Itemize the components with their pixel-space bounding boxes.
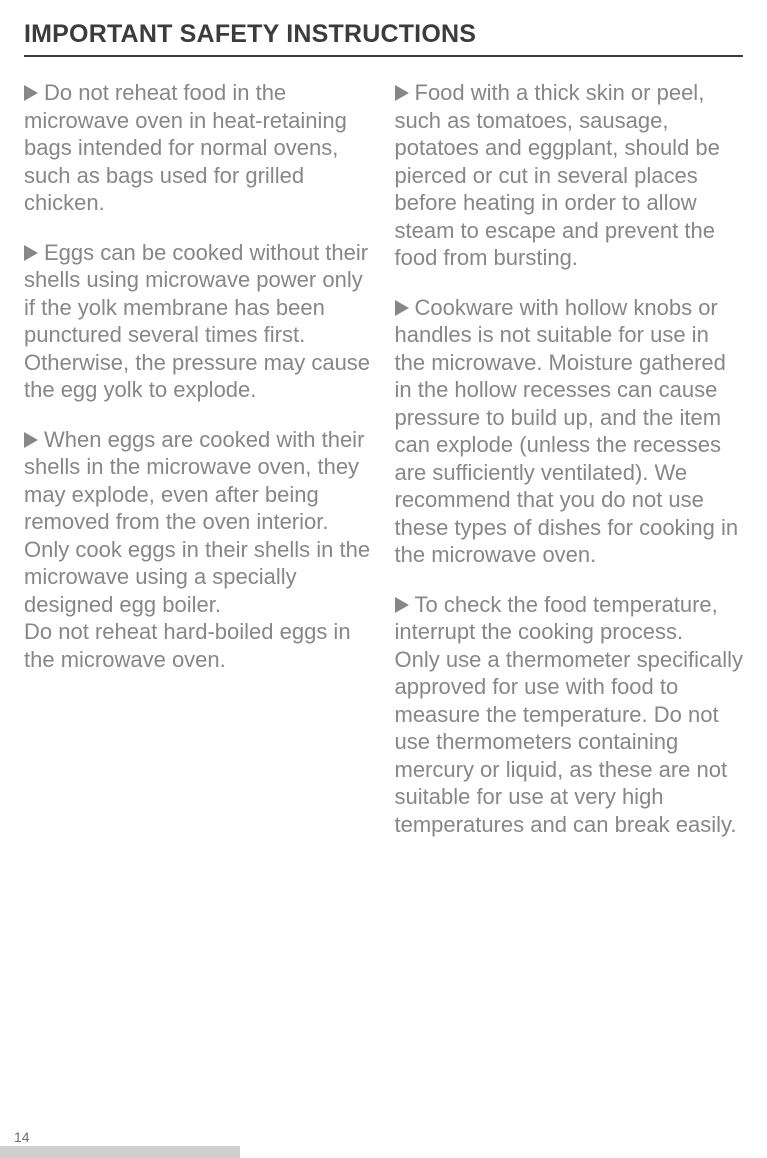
paragraph-text: Eggs can be cooked without their shells …: [24, 240, 370, 403]
paragraph-text: Do not reheat food in the microwave oven…: [24, 80, 347, 215]
footer-bar: [0, 1146, 240, 1158]
paragraph-text: Food with a thick skin or peel, such as …: [395, 80, 720, 270]
right-column: Food with a thick skin or peel, such as …: [395, 79, 744, 860]
page-number: 14: [14, 1129, 30, 1145]
page-title: IMPORTANT SAFETY INSTRUCTIONS: [24, 20, 743, 57]
safety-paragraph: Do not reheat food in the microwave oven…: [24, 79, 373, 217]
safety-paragraph: When eggs are cooked with their shells i…: [24, 426, 373, 674]
paragraph-text: Cookware with hollow knobs or handles is…: [395, 295, 739, 568]
two-column-layout: Do not reheat food in the microwave oven…: [24, 79, 743, 860]
safety-paragraph: Cookware with hollow knobs or handles is…: [395, 294, 744, 569]
safety-paragraph: Eggs can be cooked without their shells …: [24, 239, 373, 404]
arrow-icon: [395, 597, 409, 613]
left-column: Do not reheat food in the microwave oven…: [24, 79, 373, 860]
safety-paragraph: To check the food temperature, interrupt…: [395, 591, 744, 839]
paragraph-text: Only use a thermometer specifically appr…: [395, 647, 743, 837]
safety-paragraph: Food with a thick skin or peel, such as …: [395, 79, 744, 272]
arrow-icon: [24, 432, 38, 448]
paragraph-text: Do not reheat hard-boiled eggs in the mi…: [24, 619, 351, 672]
paragraph-text: To check the food temperature, interrupt…: [395, 592, 718, 645]
arrow-icon: [24, 245, 38, 261]
page-footer: 14: [0, 1146, 767, 1158]
arrow-icon: [24, 85, 38, 101]
arrow-icon: [395, 85, 409, 101]
page-container: IMPORTANT SAFETY INSTRUCTIONS Do not reh…: [0, 0, 767, 860]
paragraph-text: When eggs are cooked with their shells i…: [24, 427, 370, 617]
arrow-icon: [395, 300, 409, 316]
